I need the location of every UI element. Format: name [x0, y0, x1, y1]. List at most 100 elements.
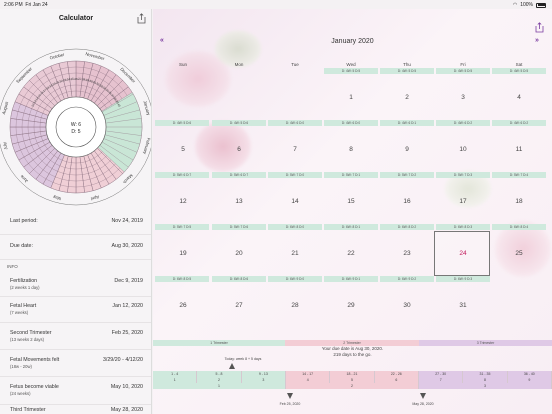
day-week-label: D: 4W: 5 D:6 — [155, 120, 209, 126]
wheel-week-number: 34 — [102, 85, 107, 90]
wheel-week-number: 36 — [107, 90, 112, 95]
day-week-label: D: 4W: 6 D:2 — [492, 120, 546, 126]
day-cell[interactable]: 30 — [403, 302, 411, 309]
wheel-spoke — [23, 86, 53, 109]
wheel-week-number: 26 — [74, 77, 78, 81]
info-row[interactable]: Fetal Heart (7 weeks) Jan 12, 2020 — [0, 297, 151, 323]
wheel-spoke — [10, 130, 47, 136]
wheel-month-label: October — [49, 52, 65, 61]
last-period-label: Last period: — [10, 218, 38, 224]
wheel-spoke — [104, 109, 140, 120]
info-row[interactable]: Second Trimester (13 weeks 2 days) Feb 2… — [0, 323, 151, 350]
wheel-week-number: 29 — [85, 78, 90, 83]
wheel-spoke — [105, 118, 142, 124]
day-cell[interactable]: 8 — [349, 146, 353, 153]
day-cell[interactable]: 11 — [515, 146, 523, 153]
marker-label: May 28, 2020 — [412, 402, 434, 406]
share-icon[interactable] — [137, 13, 146, 24]
double-chevron-left-icon[interactable]: « — [160, 37, 164, 44]
double-chevron-right-icon[interactable]: » — [535, 37, 539, 44]
wheel-spoke — [35, 74, 58, 104]
leaf-decoration — [213, 29, 263, 69]
day-cell[interactable]: 16 — [403, 198, 411, 205]
info-value: 3/29/20 - 4/12/20 — [102, 357, 143, 363]
share-icon[interactable] — [535, 22, 544, 33]
day-cell[interactable]: 28 — [291, 302, 299, 309]
day-cell[interactable]: 7 — [293, 146, 297, 153]
info-row[interactable]: Fetal Movements felt (18w - 20w) 3/29/20… — [0, 350, 151, 377]
day-cell[interactable]: 23 — [403, 250, 411, 257]
week-range-cell: 5 - 8 — [197, 371, 242, 377]
weekday-mon: Mon — [234, 62, 244, 67]
wheel-spoke — [99, 86, 129, 109]
day-cell[interactable]: 4 — [517, 94, 521, 101]
day-cell[interactable]: 26 — [179, 302, 187, 309]
wheel-week-number: 20 — [52, 81, 57, 86]
day-cell[interactable]: 1 — [349, 94, 353, 101]
day-cell[interactable]: 29 — [347, 302, 355, 309]
day-cell[interactable]: 2 — [405, 94, 409, 101]
info-row[interactable]: Fertilization (2 weeks 1 day) Dec 9, 201… — [0, 271, 151, 297]
flower-decoration — [193, 119, 253, 174]
day-week-label: D: 4W: 6 D:0 — [268, 120, 322, 126]
pregnancy-wheel[interactable]: W: 6 D: 5 September October November December… — [0, 31, 151, 209]
wheel-week-number: 12 — [31, 102, 36, 107]
day-cell[interactable]: 9 — [405, 146, 409, 153]
due-line-1: Your due date is Aug 30, 2020. — [321, 346, 384, 351]
weekday-fri: Fri — [460, 62, 466, 67]
day-cell[interactable]: 20 — [235, 250, 243, 257]
info-label: Fetus become viable — [10, 384, 59, 390]
day-cell[interactable]: 17 — [459, 198, 467, 205]
wheel-week-number: 15 — [37, 93, 42, 98]
flower-decoration — [163, 49, 233, 109]
day-cell[interactable]: 6 — [237, 146, 241, 153]
wheel-spoke — [105, 130, 142, 136]
due-date-value: Aug 30, 2020 — [111, 243, 143, 249]
wheel-week-number: 21 — [55, 80, 60, 85]
wheel-spoke — [42, 152, 62, 185]
trimester-cell: 1 — [153, 383, 286, 389]
day-cell[interactable]: 13 — [235, 198, 243, 205]
wheel-spoke — [87, 65, 102, 100]
day-cell[interactable]: 3 — [461, 94, 465, 101]
info-row[interactable]: Third Trimester May 28, 2020 — [0, 405, 151, 414]
info-value: May 10, 2020 — [110, 384, 143, 390]
day-cell[interactable]: 22 — [347, 250, 355, 257]
day-cell[interactable]: 10 — [459, 146, 467, 153]
day-cell[interactable]: 24 — [459, 250, 467, 257]
last-period-row[interactable]: Last period: Nov 24, 2019 — [0, 210, 151, 235]
status-right: ◠ 100% — [513, 2, 546, 8]
week-range-cell: 9 - 13 — [241, 371, 286, 377]
wheel-week-number: 35 — [105, 88, 110, 93]
day-cell[interactable]: 15 — [347, 198, 355, 205]
wheel-spoke — [103, 138, 138, 153]
wheel-spoke — [99, 145, 129, 168]
day-cell[interactable]: 27 — [235, 302, 243, 309]
info-row[interactable]: Fetus become viable (24 weeks) May 10, 2… — [0, 377, 151, 405]
day-cell[interactable]: 12 — [179, 198, 187, 205]
wheel-week-number: 14 — [34, 96, 39, 101]
day-week-label: D: 4W: 6 D:0 — [324, 120, 378, 126]
day-week-label: D: 6W: 9 D:0 — [268, 276, 322, 282]
status-bar: 2:06 PM Fri Jan 24 ◠ 100% — [0, 0, 552, 9]
month-cell: 1 — [153, 377, 198, 383]
day-cell[interactable]: 5 — [181, 146, 185, 153]
day-cell[interactable]: 14 — [291, 198, 299, 205]
info-label: Fetal Movements felt — [10, 357, 60, 363]
day-cell[interactable]: 25 — [515, 250, 523, 257]
day-cell[interactable]: 31 — [459, 302, 467, 309]
wheel-spoke — [12, 134, 48, 145]
day-week-label: D: 5W: 7 D:1 — [324, 172, 378, 178]
wheel-week-number: 17 — [42, 88, 47, 93]
calculator-panel: Calculator W: 6 D: 5 September October Novem… — [0, 9, 152, 414]
due-date-row[interactable]: Due date: Aug 30, 2020 — [0, 235, 151, 260]
day-cell[interactable]: 19 — [179, 250, 187, 257]
wheel-week-number: 16 — [39, 90, 44, 95]
day-cell[interactable]: 21 — [291, 250, 299, 257]
weekday-sun: Sun — [178, 62, 187, 67]
wheel-center-days: D: 5 — [71, 129, 80, 135]
day-cell[interactable]: 18 — [515, 198, 523, 205]
day-week-label: D: 6W: 8 D:0 — [268, 224, 322, 230]
day-week-label: D: 5W: 6 D:7 — [155, 172, 209, 178]
day-week-label: D: 4W: 5 D:5 — [380, 68, 434, 74]
